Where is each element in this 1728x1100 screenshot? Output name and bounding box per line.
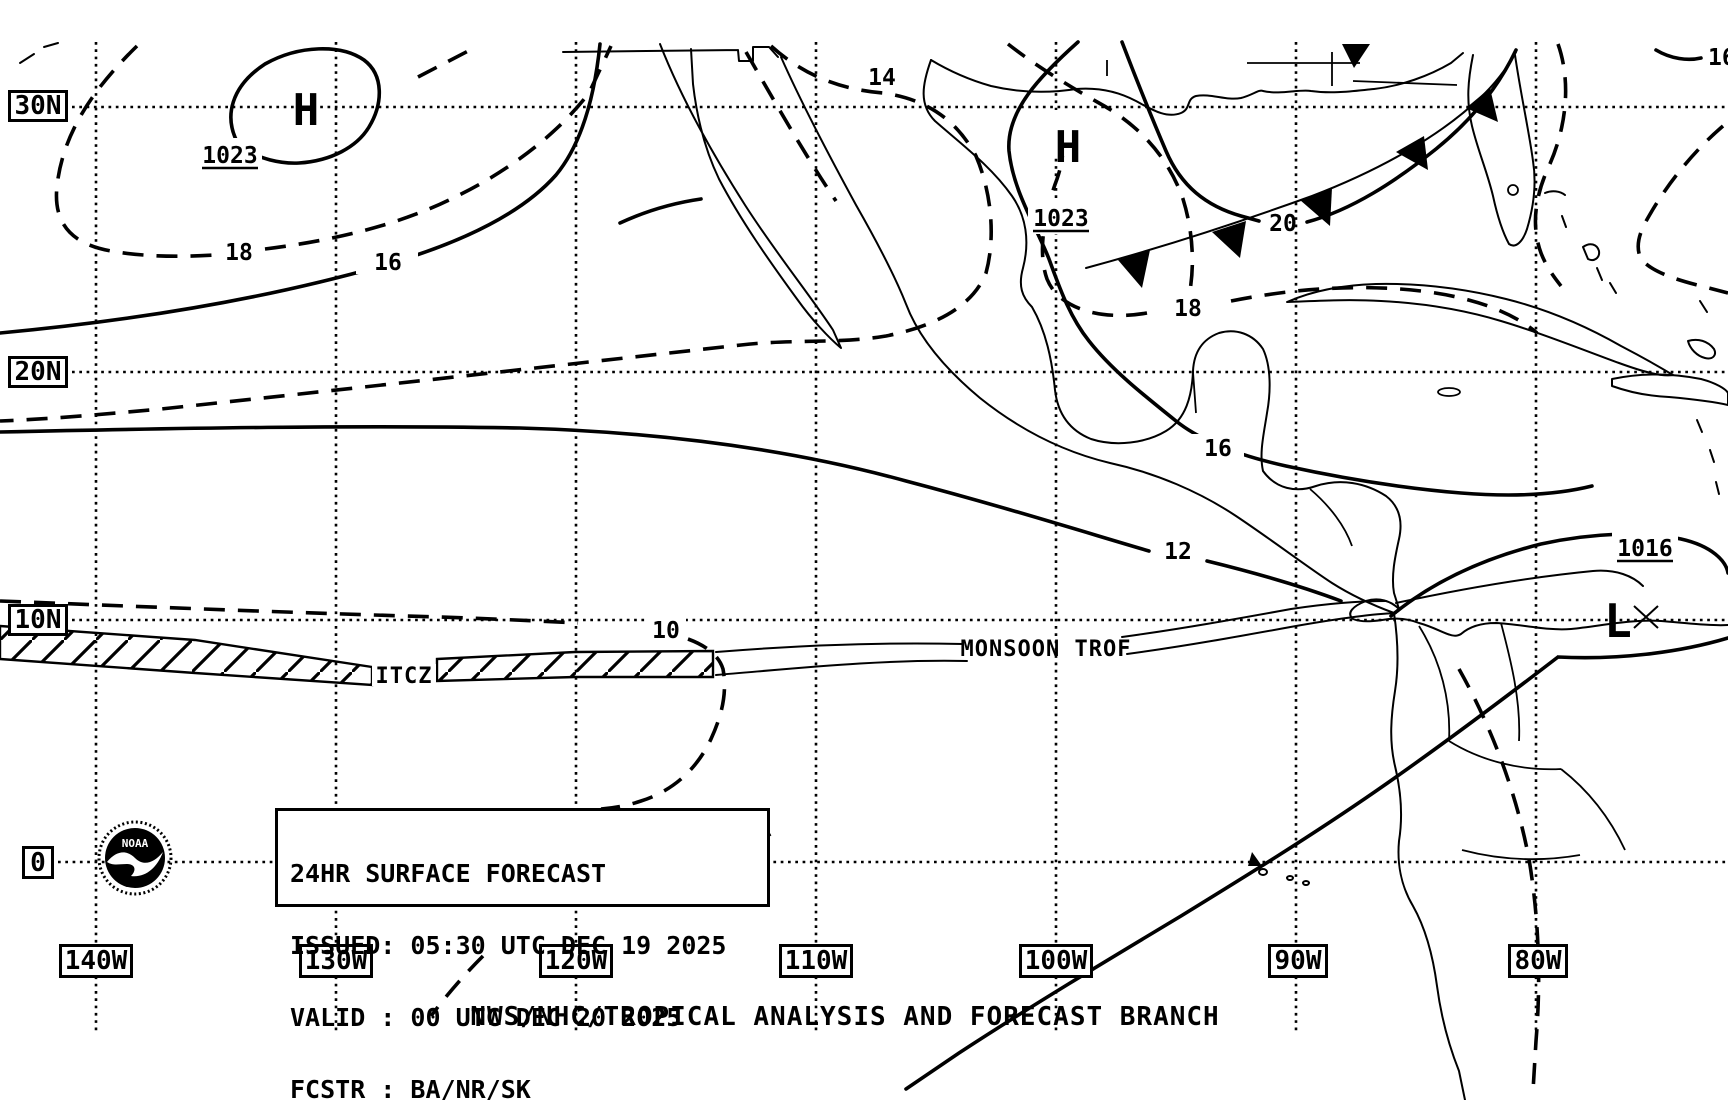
lon-label-130w: 130W xyxy=(299,944,373,978)
forecast-info-box: 24HR SURFACE FORECAST ISSUED: 05:30 UTC … xyxy=(275,808,770,1100)
lat-label-text: 30N xyxy=(14,91,62,121)
isobar-1023-high-contour xyxy=(229,47,382,165)
isobar-1018-atlantic xyxy=(1533,43,1568,288)
isobar-16-corner-arc xyxy=(1654,48,1703,62)
isobar-label-16-corner: 16 xyxy=(1708,45,1728,71)
noaa-logo-text-ring xyxy=(97,820,173,896)
lon-label-80w: 80W xyxy=(1508,944,1568,978)
forecast-title: 24HR SURFACE FORECAST xyxy=(290,859,607,888)
low-pressure-value-caribbean: 1016 xyxy=(1617,536,1672,562)
low-center-x-marker xyxy=(1633,605,1659,629)
cold-front-triangle-top-edge xyxy=(1342,44,1370,68)
forecast-valid: VALID : 00 UTC DEC 20 2025 xyxy=(290,1003,682,1032)
isobar-1020-gulf xyxy=(1120,40,1518,224)
mexico-pacific-coastline xyxy=(780,56,1395,614)
cold-front-triangle xyxy=(1396,136,1428,170)
isobar-arc-fragment xyxy=(618,197,703,225)
south-america-pacific-coastline xyxy=(1390,612,1466,1100)
us-gulf-coastline xyxy=(930,52,1464,116)
gulf-of-mexico-coastline xyxy=(922,59,1402,610)
cold-front xyxy=(1085,44,1517,288)
isobar-1016-east xyxy=(1007,40,1594,497)
lake-okeechobee xyxy=(1507,184,1519,196)
lat-label-10n: 10N xyxy=(8,604,68,636)
label-masks xyxy=(198,110,1678,686)
isobar-1016-west xyxy=(0,42,602,335)
high-symbol-texas: H xyxy=(1055,122,1082,173)
lat-label-text: 20N xyxy=(14,357,62,387)
isobar-label-18-pacific: 18 xyxy=(225,240,253,266)
monsoon-trough-label: MONSOON TROF xyxy=(961,637,1132,662)
cold-front-triangle xyxy=(1300,188,1332,226)
isobar-label-18-gulf: 18 xyxy=(1174,296,1202,322)
antilles-islands xyxy=(1696,419,1720,495)
lat-label-text: 0 xyxy=(30,847,46,878)
noaa-logo: NOAA xyxy=(97,820,173,896)
high-symbol-pacific: H xyxy=(293,85,320,136)
map-labels: H 1023 H 1023 L 1016 18 16 14 20 18 16 1… xyxy=(202,45,1728,689)
cuba-coastline xyxy=(1286,282,1674,377)
state-borders xyxy=(1106,52,1458,86)
lon-label-90w: 90W xyxy=(1268,944,1328,978)
isobar-label-16-pacific: 16 xyxy=(374,250,402,276)
lon-label-140w: 140W xyxy=(59,944,133,978)
cold-front-triangle xyxy=(1212,221,1246,258)
lon-label-text: 80W xyxy=(1514,946,1562,976)
isobar-label-16-caribbean: 16 xyxy=(1204,436,1232,462)
us-mexico-border xyxy=(562,46,779,62)
noaa-logo-seabird xyxy=(107,852,163,877)
isobar-1012 xyxy=(0,424,1343,603)
lat-label-30n: 30N xyxy=(8,90,68,122)
isobar-label-14: 14 xyxy=(868,65,896,91)
lon-label-120w: 120W xyxy=(539,944,613,978)
low-symbol-caribbean: L xyxy=(1604,594,1632,648)
bahamas-islands xyxy=(1544,190,1716,360)
lon-label-110w: 110W xyxy=(779,944,853,978)
isobar-dashed-northeast-corner xyxy=(1636,124,1728,295)
lon-label-text: 130W xyxy=(304,946,368,976)
lon-label-text: 110W xyxy=(784,946,848,976)
lat-label-0: 0 xyxy=(22,846,54,879)
isobar-label-12: 12 xyxy=(1164,539,1192,565)
trough-baja xyxy=(744,51,838,203)
itcz-label: ITCZ xyxy=(376,664,433,689)
central-america-borders xyxy=(1192,371,1353,547)
lon-label-text: 120W xyxy=(544,946,608,976)
cold-front-triangle xyxy=(1118,250,1150,288)
edge-fragments xyxy=(19,42,59,64)
isobar-1010 xyxy=(0,599,727,811)
isobar-1016-low-contour xyxy=(1389,532,1728,618)
lat-label-text: 10N xyxy=(14,605,62,635)
isobar-1018-gulf-east xyxy=(1006,42,1195,297)
lat-label-20n: 20N xyxy=(8,356,68,388)
monsoon-trough xyxy=(715,569,1644,676)
high-pressure-value-pacific: 1023 xyxy=(202,143,257,169)
forecast-forecaster: FCSTR : BA/NR/SK xyxy=(290,1075,531,1100)
high-pressure-value-texas: 1023 xyxy=(1033,206,1088,232)
south-america-caribbean-coastline xyxy=(1349,598,1728,637)
isobar-1014 xyxy=(0,44,993,423)
hispaniola-coastline xyxy=(1611,373,1728,406)
forecast-issued: ISSUED: 05:30 UTC DEC 19 2025 xyxy=(290,931,727,960)
florida-coastline xyxy=(1467,54,1536,247)
cold-front-triangle xyxy=(1466,88,1498,122)
branch-title: NWS/NHC/TROPICAL ANALYSIS AND FORECAST B… xyxy=(470,1002,1220,1032)
lon-label-text: 90W xyxy=(1274,946,1322,976)
isobar-1018-caribbean xyxy=(1230,285,1539,335)
jamaica xyxy=(1437,387,1461,397)
lon-label-text: 140W xyxy=(64,946,128,976)
lon-label-100w: 100W xyxy=(1019,944,1093,978)
isobars-solid xyxy=(0,40,1728,1091)
isobar-label-20-gulf: 20 xyxy=(1269,211,1297,237)
noaa-logo-text: NOAA xyxy=(122,837,149,850)
isobar-1018-northeast-pacific xyxy=(54,44,613,258)
isobar-dashed-fragment xyxy=(417,47,473,79)
baja-california-coastline xyxy=(659,43,842,349)
isobar-label-10: 10 xyxy=(652,618,680,644)
itcz-band xyxy=(0,624,715,687)
galapagos-islands xyxy=(1248,852,1310,886)
lon-label-text: 100W xyxy=(1024,946,1088,976)
